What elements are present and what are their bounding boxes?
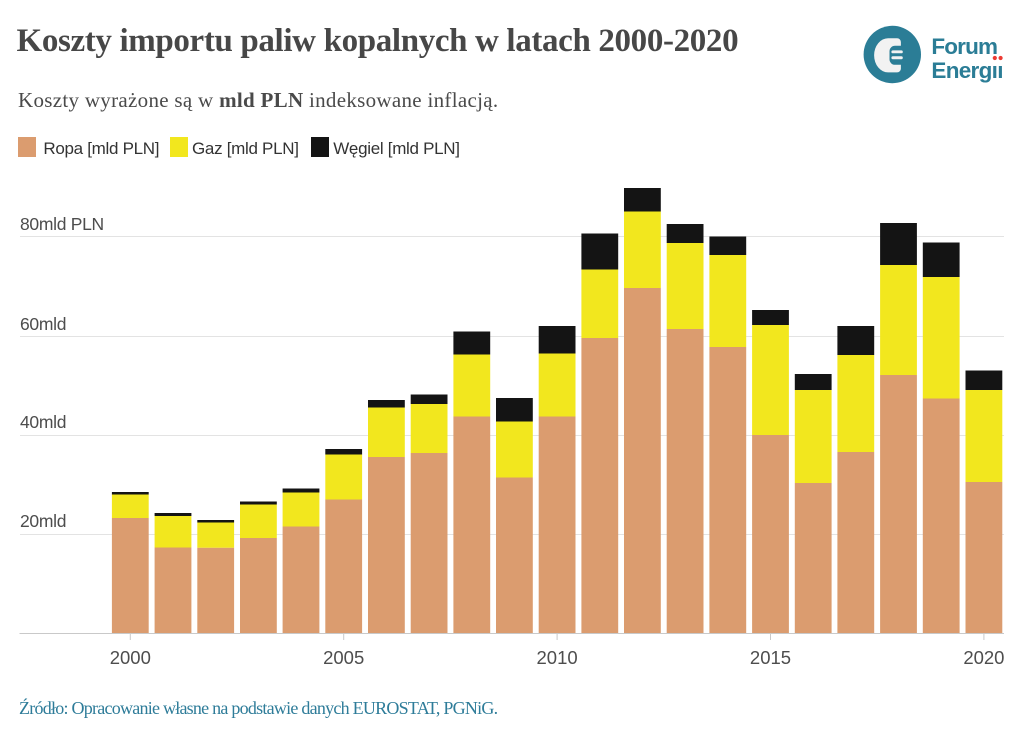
svg-text:Forum: Forum [931, 34, 997, 59]
svg-text:Energıı: Energıı [931, 58, 1002, 83]
